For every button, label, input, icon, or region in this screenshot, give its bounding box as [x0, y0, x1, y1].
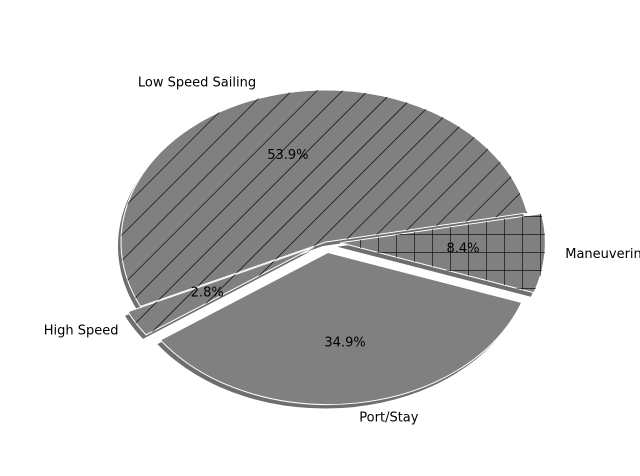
- percent-label-high-speed: 2.8%: [191, 286, 224, 301]
- labels: 53.9% Low Speed Sailing 2.8% High Speed 34.9…: [44, 76, 640, 426]
- wedge-hatch-low-speed-sailing: [121, 90, 528, 307]
- category-label-port-stay: Port/Stay: [359, 411, 418, 426]
- wedge-hatch-maneuvering: [340, 213, 546, 293]
- wedge-hatch-high-speed: [127, 247, 314, 335]
- category-label-low-speed-sailing: Low Speed Sailing: [138, 76, 256, 91]
- category-label-high-speed: High Speed: [44, 324, 119, 339]
- percent-label-maneuvering: 8.4%: [446, 242, 479, 257]
- percent-label-low-speed-sailing: 53.9%: [267, 148, 308, 163]
- category-label-maneuvering: Maneuvering: [565, 247, 640, 262]
- percent-label-port-stay: 34.9%: [324, 335, 365, 350]
- wedges: [120, 89, 546, 405]
- wedge-port-stay: [159, 252, 523, 405]
